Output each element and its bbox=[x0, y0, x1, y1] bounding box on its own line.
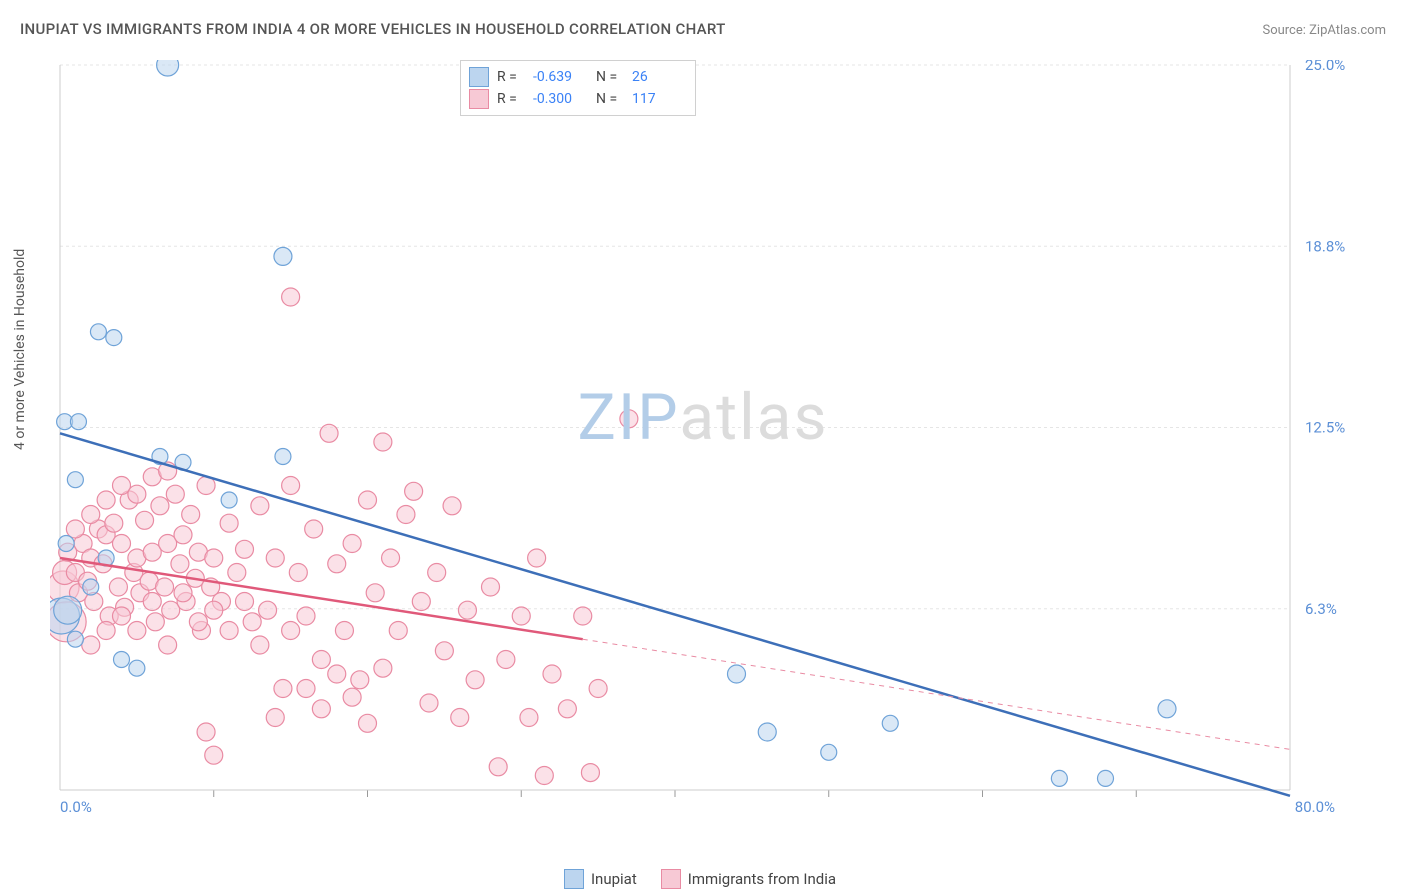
svg-text:0.0%: 0.0% bbox=[60, 798, 92, 816]
svg-text:6.3%: 6.3% bbox=[1305, 600, 1337, 618]
legend-item-inupiat: Inupiat bbox=[564, 869, 637, 889]
legend-swatch bbox=[469, 67, 489, 87]
correlation-legend: R = -0.639 N = 26 R = -0.300 N = 117 bbox=[460, 60, 696, 116]
svg-text:80.0%: 80.0% bbox=[1295, 798, 1335, 816]
legend-swatch bbox=[661, 869, 681, 889]
series-legend: Inupiat Immigrants from India bbox=[50, 869, 1350, 889]
y-axis-label: 4 or more Vehicles in Household bbox=[12, 249, 28, 450]
svg-text:12.5%: 12.5% bbox=[1305, 419, 1345, 437]
scatter-chart: 6.3% 12.5% 18.8% 25.0% 0.0% 80.0% bbox=[50, 60, 1350, 820]
legend-swatch bbox=[469, 89, 489, 109]
svg-text:25.0%: 25.0% bbox=[1305, 60, 1345, 74]
chart-title: INUPIAT VS IMMIGRANTS FROM INDIA 4 OR MO… bbox=[20, 20, 726, 38]
legend-item-india: Immigrants from India bbox=[661, 869, 836, 889]
svg-text:18.8%: 18.8% bbox=[1305, 237, 1345, 255]
source-label: Source: ZipAtlas.com bbox=[1262, 23, 1386, 38]
legend-row-inupiat: R = -0.639 N = 26 bbox=[469, 66, 687, 88]
legend-swatch bbox=[564, 869, 584, 889]
legend-row-india: R = -0.300 N = 117 bbox=[469, 88, 687, 110]
